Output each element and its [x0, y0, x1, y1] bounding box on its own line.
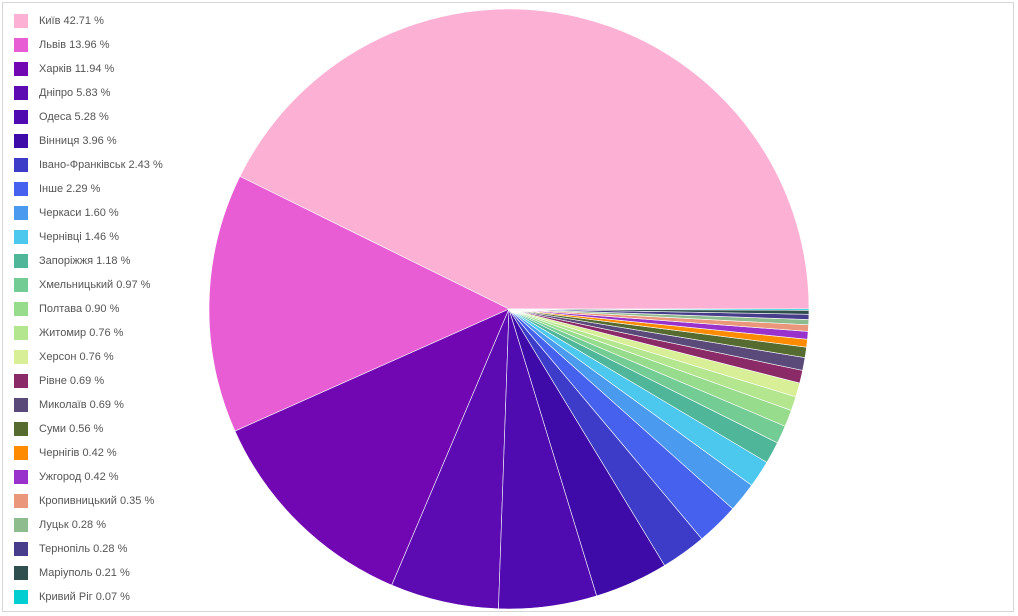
legend-item[interactable]: Одеса 5.28 %: [14, 109, 214, 133]
legend-swatch: [14, 182, 28, 196]
legend-label: Ужгород 0.42 %: [39, 471, 119, 483]
legend-item[interactable]: Луцьк 0.28 %: [14, 517, 214, 541]
legend-swatch: [14, 278, 28, 292]
legend-label: Луцьк 0.28 %: [39, 519, 106, 531]
legend-item[interactable]: Львів 13.96 %: [14, 37, 214, 61]
legend-label: Київ 42.71 %: [39, 15, 104, 27]
legend-item[interactable]: Вінниця 3.96 %: [14, 133, 214, 157]
legend-swatch: [14, 302, 28, 316]
legend-item[interactable]: Дніпро 5.83 %: [14, 85, 214, 109]
legend-swatch: [14, 374, 28, 388]
legend-swatch: [14, 350, 28, 364]
legend-label: Інше 2.29 %: [39, 183, 101, 195]
legend-swatch: [14, 494, 28, 508]
legend-label: Миколаїв 0.69 %: [39, 399, 124, 411]
legend-swatch: [14, 86, 28, 100]
legend-label: Черкаси 1.60 %: [39, 207, 119, 219]
legend-swatch: [14, 230, 28, 244]
legend-swatch: [14, 446, 28, 460]
legend-label: Рівне 0.69 %: [39, 375, 105, 387]
pie-slice[interactable]: [234, 308, 510, 586]
legend-label: Чернівці 1.46 %: [39, 231, 119, 243]
legend-item[interactable]: Маріуполь 0.21 %: [14, 565, 214, 589]
legend-label: Львів 13.96 %: [39, 39, 110, 51]
legend-label: Чернігів 0.42 %: [39, 447, 117, 459]
legend-item[interactable]: Черкаси 1.60 %: [14, 205, 214, 229]
legend-item[interactable]: Київ 42.71 %: [14, 13, 214, 37]
legend-label: Івано-Франківськ 2.43 %: [39, 159, 163, 171]
legend-swatch: [14, 422, 28, 436]
legend-label: Херсон 0.76 %: [39, 351, 114, 363]
legend-item[interactable]: Суми 0.56 %: [14, 421, 214, 445]
legend-swatch: [14, 38, 28, 52]
legend-label: Полтава 0.90 %: [39, 303, 120, 315]
legend-swatch: [14, 158, 28, 172]
legend-item[interactable]: Херсон 0.76 %: [14, 349, 214, 373]
legend-swatch: [14, 110, 28, 124]
legend-item[interactable]: Ужгород 0.42 %: [14, 469, 214, 493]
pie-slice[interactable]: [239, 8, 810, 310]
legend-item[interactable]: Інше 2.29 %: [14, 181, 214, 205]
legend-swatch: [14, 590, 28, 604]
legend-item[interactable]: Полтава 0.90 %: [14, 301, 214, 325]
legend-label: Харків 11.94 %: [39, 63, 115, 75]
legend-swatch: [14, 254, 28, 268]
legend-label: Хмельницький 0.97 %: [39, 279, 151, 291]
legend-item[interactable]: Запоріжжя 1.18 %: [14, 253, 214, 277]
legend-label: Кривий Ріг 0.07 %: [39, 591, 130, 603]
legend-swatch: [14, 62, 28, 76]
legend-swatch: [14, 206, 28, 220]
legend-item[interactable]: Хмельницький 0.97 %: [14, 277, 214, 301]
legend-swatch: [14, 14, 28, 28]
legend-swatch: [14, 518, 28, 532]
legend-swatch: [14, 542, 28, 556]
legend-item[interactable]: Кривий Ріг 0.07 %: [14, 589, 214, 613]
legend-label: Одеса 5.28 %: [39, 111, 109, 123]
legend-swatch: [14, 134, 28, 148]
legend-swatch: [14, 398, 28, 412]
legend: Київ 42.71 % Львів 13.96 % Харків 11.94 % Д…: [14, 13, 214, 613]
legend-item[interactable]: Чернігів 0.42 %: [14, 445, 214, 469]
legend-item[interactable]: Івано-Франківськ 2.43 %: [14, 157, 214, 181]
legend-label: Житомир 0.76 %: [39, 327, 124, 339]
legend-label: Кропивницький 0.35 %: [39, 495, 155, 507]
pie-slice[interactable]: [508, 308, 810, 311]
legend-item[interactable]: Рівне 0.69 %: [14, 373, 214, 397]
legend-item[interactable]: Житомир 0.76 %: [14, 325, 214, 349]
legend-label: Маріуполь 0.21 %: [39, 567, 130, 579]
legend-label: Суми 0.56 %: [39, 423, 104, 435]
legend-swatch: [14, 470, 28, 484]
legend-label: Дніпро 5.83 %: [39, 87, 111, 99]
legend-item[interactable]: Чернівці 1.46 %: [14, 229, 214, 253]
legend-swatch: [14, 326, 28, 340]
legend-item[interactable]: Миколаїв 0.69 %: [14, 397, 214, 421]
pie-slice[interactable]: [208, 175, 510, 432]
legend-item[interactable]: Тернопіль 0.28 %: [14, 541, 214, 565]
legend-label: Запоріжжя 1.18 %: [39, 255, 131, 267]
legend-item[interactable]: Харків 11.94 %: [14, 61, 214, 85]
legend-swatch: [14, 566, 28, 580]
legend-item[interactable]: Кропивницький 0.35 %: [14, 493, 214, 517]
legend-label: Тернопіль 0.28 %: [39, 543, 128, 555]
legend-label: Вінниця 3.96 %: [39, 135, 117, 147]
